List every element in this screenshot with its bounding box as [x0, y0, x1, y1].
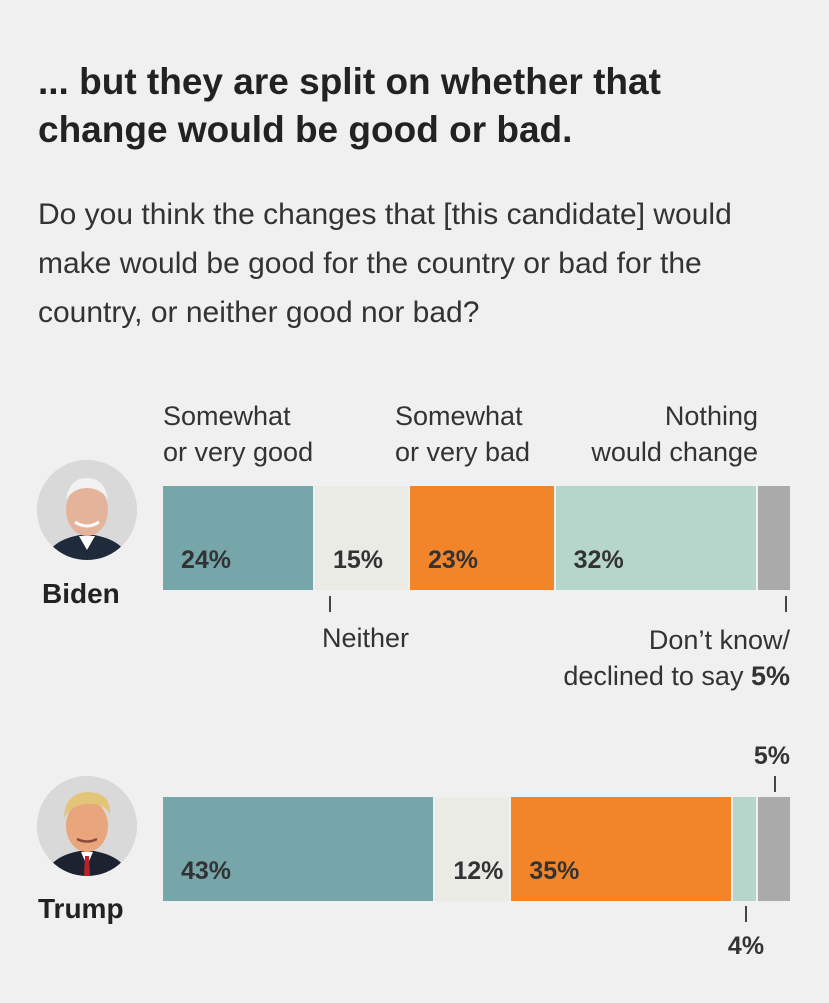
trump-nothing-tick [745, 906, 747, 922]
column-header-good-line2: or very good [163, 437, 314, 467]
dontknow-annotation-line1: Don’t know/ [648, 625, 790, 655]
chart-subtitle-question: Do you think the changes that [this cand… [38, 198, 732, 329]
biden-bar-segment-neither [315, 486, 410, 590]
neither-tick [329, 596, 331, 612]
dontknow-annotation-value: 5% [750, 661, 790, 691]
biden-portrait-icon [37, 460, 137, 560]
biden-bar-label-nothing: 32% [573, 546, 624, 574]
trump-portrait-icon [37, 776, 137, 876]
trump-bar-segment-good [163, 797, 436, 901]
biden-stacked-bar: 24% 15% 23% 32% [163, 486, 790, 590]
neither-annotation: Neither [322, 623, 410, 653]
biden-bar-label-bad: 23% [428, 546, 479, 574]
column-header-bad-line2: or very bad [395, 437, 531, 467]
biden-bar-segment-good [163, 486, 315, 590]
trump-bar-segment-bad [511, 797, 733, 901]
trump-bar-segment-neither [435, 797, 512, 901]
column-header-good-line1: Somewhat [163, 401, 291, 431]
trump-bar-label-bad: 35% [529, 857, 580, 885]
column-header-nothing: Nothing would change [560, 398, 758, 470]
trump-bar-segment-nothing [733, 797, 759, 901]
trump-bar-label-neither: 12% [453, 857, 504, 885]
dontknow-tick [785, 596, 787, 612]
biden-bar-segment-bad [410, 486, 556, 590]
column-header-nothing-line1: Nothing [664, 401, 758, 431]
chart-title: ... but they are split on whether that c… [38, 61, 661, 150]
trump-label: Trump [38, 893, 124, 924]
biden-label: Biden [42, 578, 120, 609]
column-header-bad-line1: Somewhat [395, 401, 523, 431]
biden-avatar [37, 460, 137, 560]
trump-stacked-bar: 43% 12% 35% [163, 797, 790, 901]
trump-dontknow-value: 5% [753, 742, 790, 770]
column-header-bad: Somewhat or very bad [395, 398, 530, 470]
biden-bar-label-neither: 15% [333, 546, 384, 574]
trump-nothing-value: 4% [727, 932, 765, 960]
biden-bar-segment-nothing [555, 486, 759, 590]
trump-bar-label-good: 43% [181, 857, 232, 885]
column-header-nothing-line2: would change [591, 437, 758, 467]
trump-dontknow-tick [774, 776, 776, 792]
dontknow-annotation-line2: declined to say 5% [530, 658, 790, 694]
biden-bar-label-good: 24% [181, 546, 232, 574]
biden-bar-segment-dontknow [758, 486, 790, 590]
trump-bar-segment-dontknow [758, 797, 790, 901]
dontknow-annotation: Don’t know/ declined to say 5% [530, 622, 790, 694]
trump-avatar [37, 776, 137, 876]
column-header-good: Somewhat or very good [163, 398, 313, 470]
dontknow-annotation-text: declined to say [563, 661, 744, 691]
